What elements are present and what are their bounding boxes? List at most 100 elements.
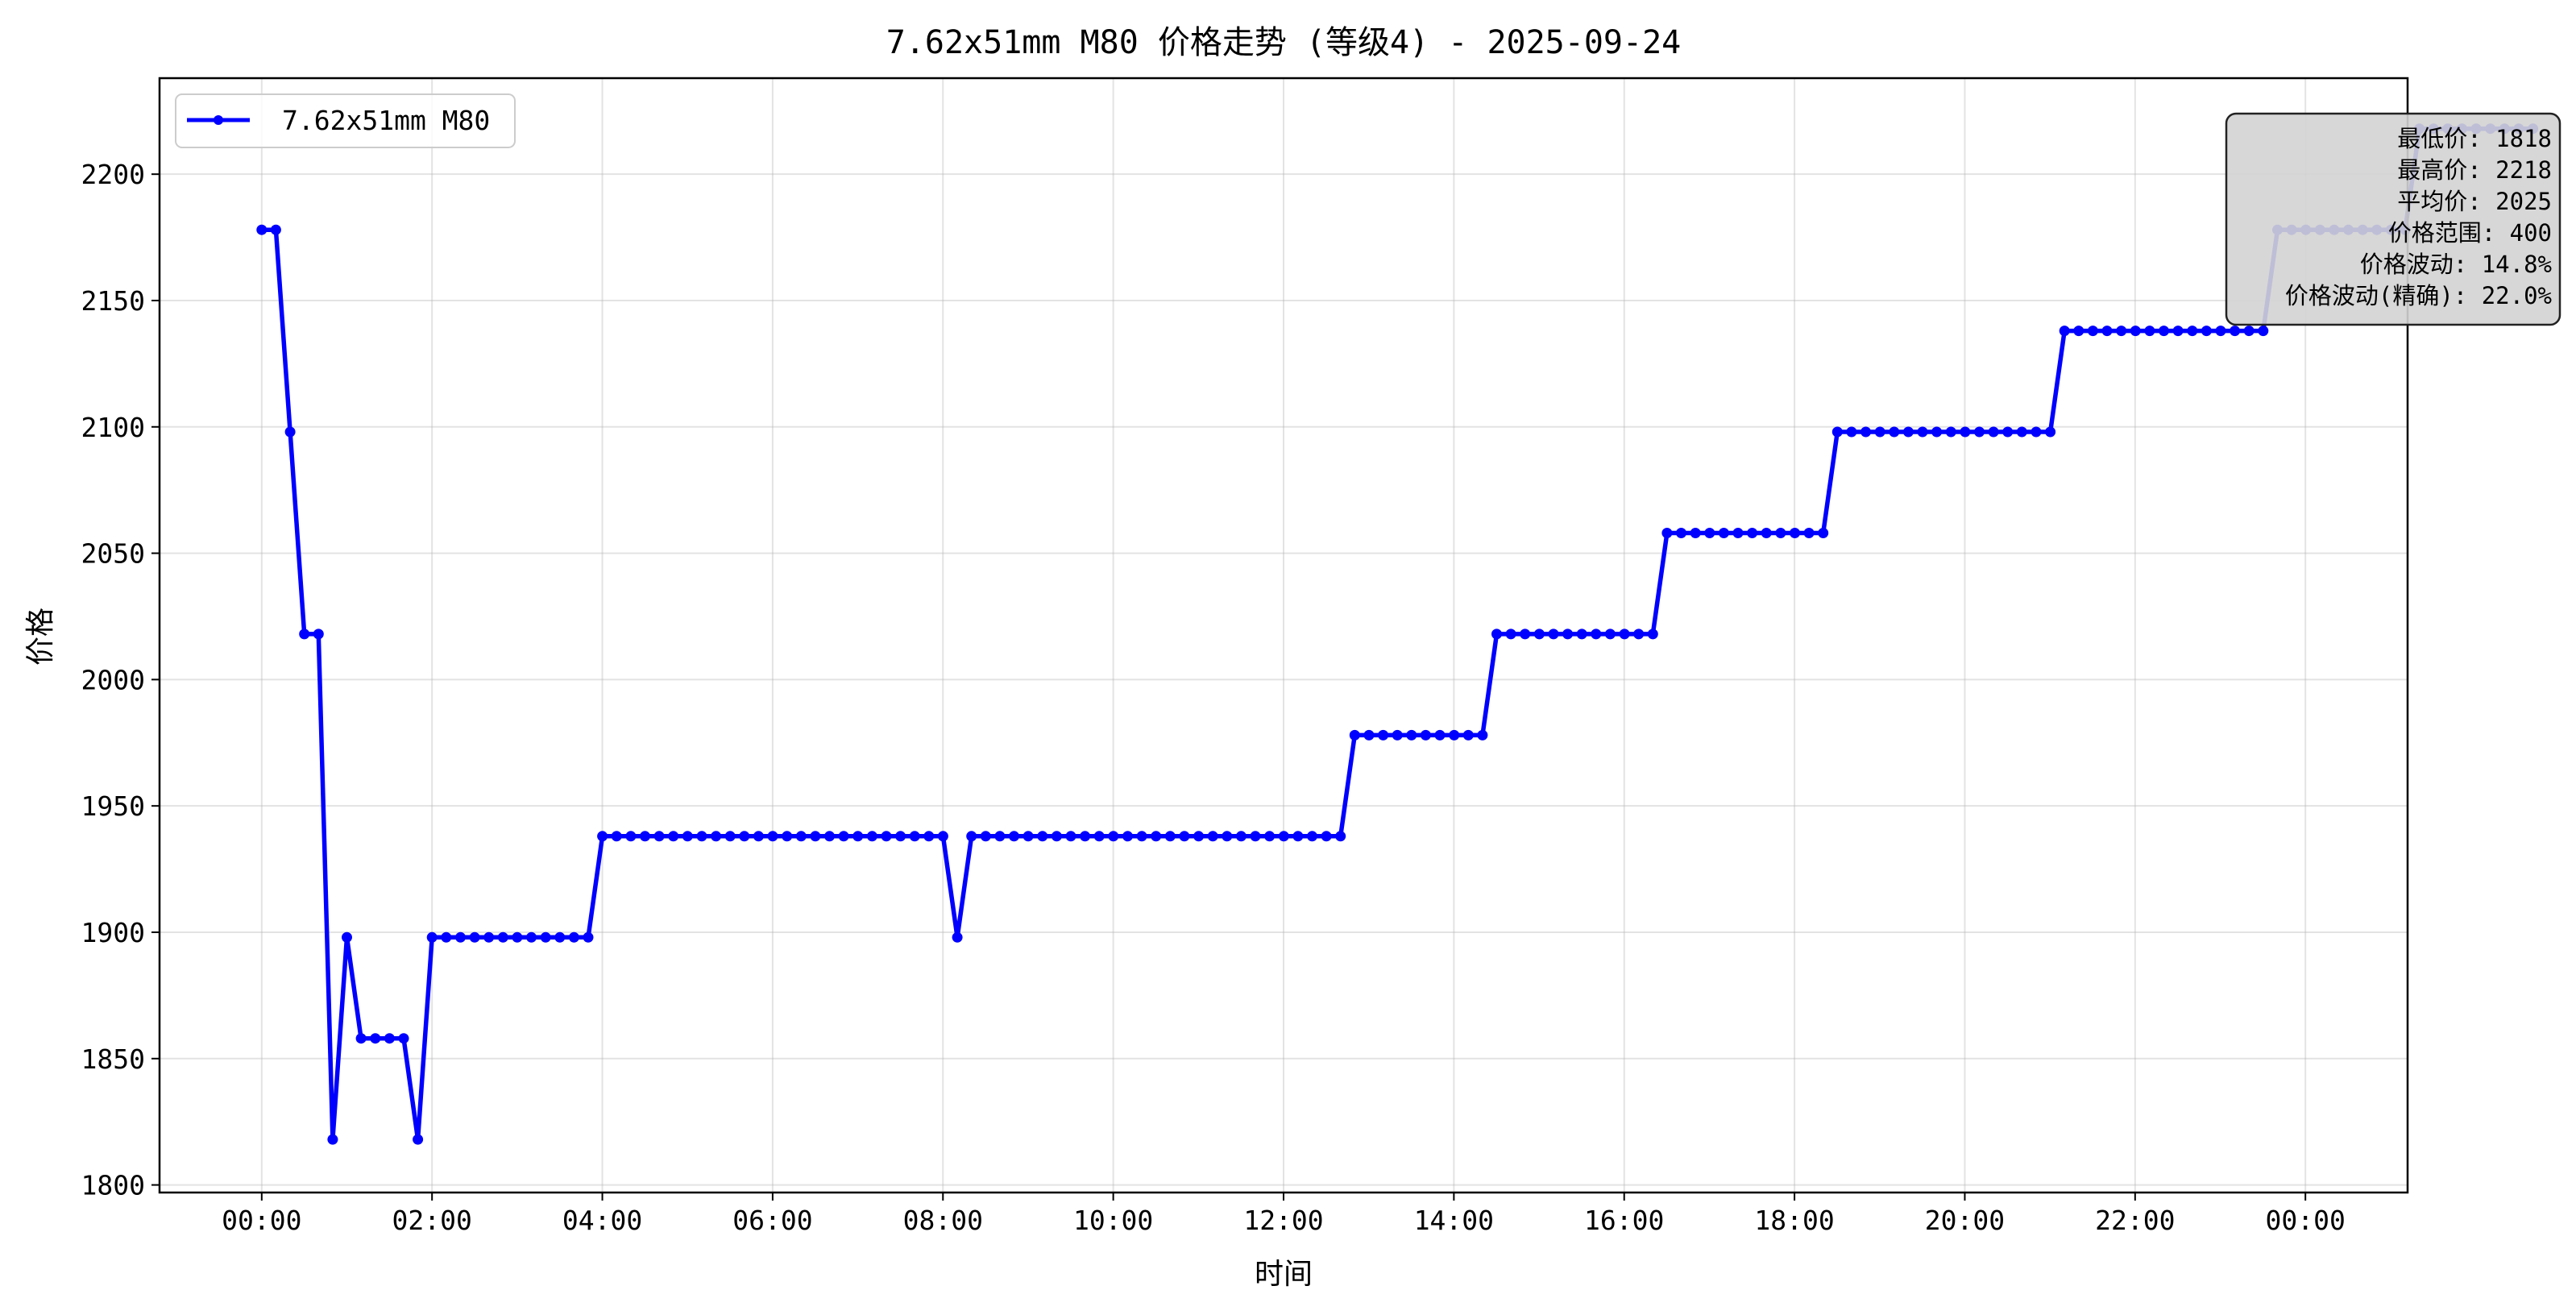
data-point-marker xyxy=(1619,628,1630,640)
data-point-marker xyxy=(881,831,892,842)
data-point-marker xyxy=(1747,528,1758,538)
x-tick-label: 12:00 xyxy=(1243,1205,1323,1236)
data-point-marker xyxy=(994,831,1006,842)
data-point-marker xyxy=(1051,831,1062,842)
data-point-marker xyxy=(2116,326,2127,337)
data-point-marker xyxy=(1647,628,1658,640)
x-tick-label: 10:00 xyxy=(1073,1205,1153,1236)
data-point-marker xyxy=(2230,326,2241,337)
data-point-marker xyxy=(540,931,551,943)
data-point-marker xyxy=(2187,326,2198,337)
data-point-marker xyxy=(1307,831,1317,842)
data-point-marker xyxy=(767,831,778,842)
data-point-marker xyxy=(1818,528,1829,538)
x-tick-label: 08:00 xyxy=(903,1205,983,1236)
data-point-marker xyxy=(597,831,608,842)
axes: 00:00 02:00 04:00 06:00 08:00 10:00 12:00 14:00… xyxy=(81,159,2346,1236)
data-point-marker xyxy=(2031,426,2042,438)
data-point-marker xyxy=(1065,831,1076,842)
data-point-marker xyxy=(1477,729,1488,740)
data-point-marker xyxy=(682,831,693,842)
data-point-marker xyxy=(568,931,579,943)
data-point-marker xyxy=(1349,729,1360,740)
data-point-marker xyxy=(753,831,764,842)
stats-avg-price: 平均价: 2025 xyxy=(2397,188,2552,215)
data-point-marker xyxy=(1874,426,1885,438)
data-point-marker xyxy=(1335,831,1346,842)
data-point-marker xyxy=(2258,326,2269,337)
data-point-marker xyxy=(1846,426,1857,438)
data-point-marker xyxy=(1562,628,1574,640)
data-point-marker xyxy=(625,831,637,842)
stats-max-price: 最高价: 2218 xyxy=(2397,156,2552,184)
stats-box: 最低价: 1818 最高价: 2218 平均价: 2025 价格范围: 400 … xyxy=(2225,112,2561,326)
legend-frame xyxy=(175,93,516,148)
data-point-marker xyxy=(1676,528,1686,538)
stats-box-frame xyxy=(2225,112,2561,326)
data-point-marker xyxy=(1576,628,1587,640)
legend-entry-label: 7.62x51mm M80 xyxy=(282,105,490,136)
x-tick-label: 06:00 xyxy=(732,1205,812,1236)
data-point-marker xyxy=(1179,831,1190,842)
x-tick-label: 22:00 xyxy=(2095,1205,2175,1236)
data-point-marker xyxy=(284,426,296,438)
data-point-marker xyxy=(1988,426,1999,438)
data-point-marker xyxy=(1633,628,1645,640)
data-point-marker xyxy=(1164,831,1176,842)
x-axis-label: 时间 xyxy=(1255,1258,1313,1291)
data-point-marker xyxy=(1080,831,1091,842)
y-tick-label: 1800 xyxy=(81,1170,145,1201)
data-point-marker xyxy=(909,831,920,842)
data-point-marker xyxy=(469,931,480,943)
data-point-marker xyxy=(1790,528,1800,538)
data-point-marker xyxy=(1661,528,1673,538)
data-point-marker xyxy=(2201,326,2212,337)
data-point-marker xyxy=(937,831,948,842)
y-tick-label: 2200 xyxy=(81,159,145,190)
data-point-marker xyxy=(795,831,807,842)
x-tick-label: 14:00 xyxy=(1414,1205,1494,1236)
y-tick-label: 2050 xyxy=(81,538,145,570)
chart-title: 7.62x51mm M80 价格走势 (等级4) - 2025-09-24 xyxy=(886,24,1682,61)
data-point-marker xyxy=(2002,426,2014,438)
data-point-marker xyxy=(1591,628,1602,640)
data-point-marker xyxy=(1761,528,1772,538)
data-point-marker xyxy=(1292,831,1304,842)
data-point-marker xyxy=(1902,426,1914,438)
data-point-marker xyxy=(852,831,864,842)
y-tick-label: 1850 xyxy=(81,1043,145,1075)
x-tick-label: 18:00 xyxy=(1754,1205,1834,1236)
data-point-marker xyxy=(668,831,679,842)
data-point-marker xyxy=(1207,831,1218,842)
grid-lines xyxy=(160,78,2408,1193)
data-point-marker xyxy=(441,931,452,943)
data-point-marker xyxy=(512,931,523,943)
data-point-marker xyxy=(2144,326,2155,337)
data-point-marker xyxy=(1264,831,1276,842)
data-point-marker xyxy=(1222,831,1233,842)
data-point-marker xyxy=(1235,831,1247,842)
data-point-marker xyxy=(413,1134,424,1145)
data-point-marker xyxy=(1136,831,1147,842)
stats-price-volatility-precise: 价格波动(精确): 22.0% xyxy=(2285,282,2552,309)
data-point-marker xyxy=(1803,528,1815,538)
data-point-marker xyxy=(398,1033,409,1044)
data-point-marker xyxy=(497,931,508,943)
data-point-marker xyxy=(782,831,793,842)
data-point-marker xyxy=(2059,326,2070,337)
data-point-marker xyxy=(1775,528,1786,538)
data-point-marker xyxy=(1732,528,1744,538)
data-point-marker xyxy=(611,831,622,842)
data-point-marker xyxy=(653,831,665,842)
data-point-marker xyxy=(299,628,310,640)
data-point-marker xyxy=(2087,326,2098,337)
data-point-marker xyxy=(1548,628,1559,640)
data-point-marker xyxy=(1434,729,1446,740)
data-point-marker xyxy=(1278,831,1289,842)
data-point-marker xyxy=(838,831,849,842)
data-point-marker xyxy=(1718,528,1729,538)
data-point-marker xyxy=(1321,831,1332,842)
legend: 7.62x51mm M80 xyxy=(175,93,516,148)
data-point-marker xyxy=(1406,729,1417,740)
